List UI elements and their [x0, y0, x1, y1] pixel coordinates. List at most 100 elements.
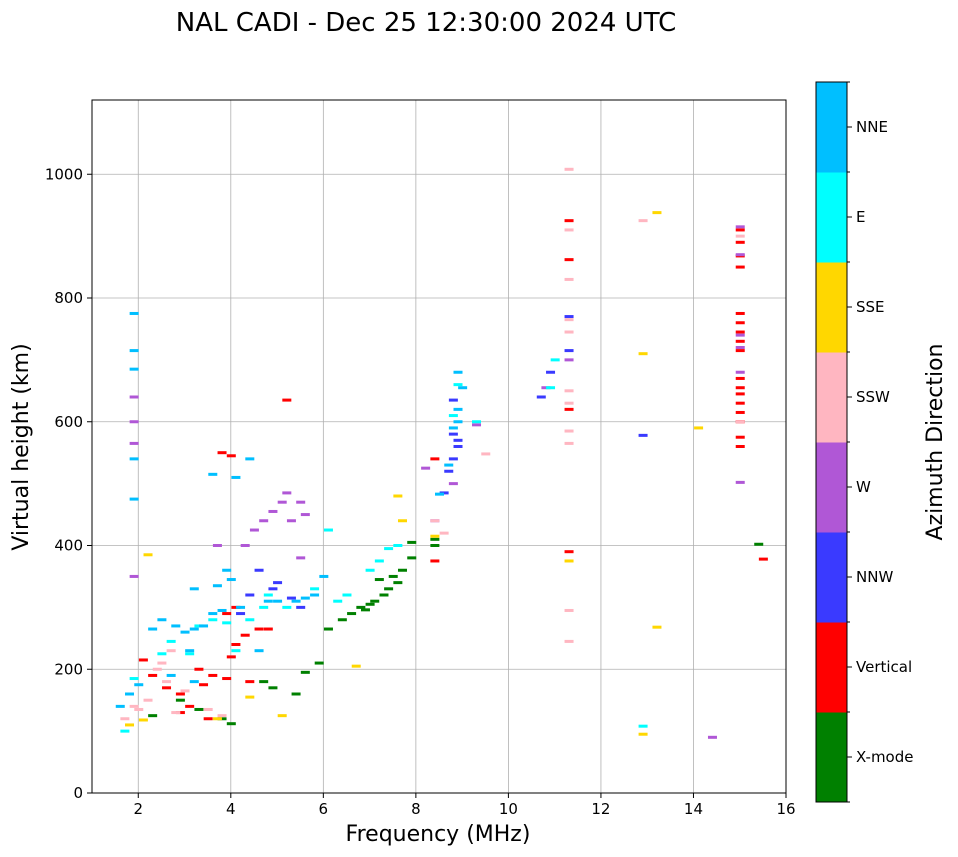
echo-point-nne	[115, 704, 125, 708]
echo-point-nne	[208, 612, 218, 616]
echo-point-w	[421, 466, 431, 470]
echo-point-ssw	[430, 519, 440, 523]
echo-point-e	[129, 677, 139, 681]
echo-point-nne	[226, 578, 236, 582]
echo-point-e	[323, 528, 333, 532]
echo-point-e	[231, 649, 241, 653]
echo-point-ssw	[564, 401, 574, 405]
echo-point-nnw	[254, 568, 264, 572]
echo-point-w	[735, 370, 745, 374]
echo-point-vertical	[735, 386, 745, 390]
echo-point-x-mode	[370, 599, 380, 603]
echo-point-e	[374, 559, 384, 563]
echo-point-vertical	[138, 658, 148, 662]
echo-point-vertical	[282, 398, 292, 402]
colorbar-tick-label: NNW	[856, 568, 893, 586]
colorbar-segment-x-mode	[816, 712, 847, 803]
y-ticks: 0 200 400 600 800 1000	[45, 165, 92, 802]
echo-point-nnw	[296, 605, 306, 609]
echo-point-ssw	[564, 389, 574, 393]
echo-point-nnw	[536, 395, 546, 399]
echo-point-nnw	[268, 587, 278, 591]
echo-point-x-mode	[430, 537, 440, 541]
echo-point-nne	[254, 649, 264, 653]
echo-point-x-mode	[360, 608, 370, 612]
echo-point-w	[129, 441, 139, 445]
echo-point-vertical	[564, 219, 574, 223]
echo-point-x-mode	[393, 581, 403, 585]
echo-point-vertical	[735, 435, 745, 439]
echo-point-e	[166, 639, 176, 643]
echo-point-nnw	[453, 438, 463, 442]
echo-point-x-mode	[365, 602, 375, 606]
x-tick-label: 6	[319, 800, 329, 818]
echo-point-e	[333, 599, 343, 603]
echo-point-e	[546, 386, 556, 390]
echo-point-w	[129, 420, 139, 424]
echo-point-nne	[189, 627, 199, 631]
echo-point-w	[300, 513, 310, 517]
colorbar-tick-label: E	[856, 208, 865, 226]
echo-point-nne	[129, 311, 139, 315]
echo-point-nne	[129, 349, 139, 353]
colorbar-segment-nne	[816, 82, 847, 173]
echo-point-e	[194, 624, 204, 628]
echo-point-x-mode	[347, 612, 357, 616]
echo-point-ssw	[203, 707, 213, 711]
echo-point-sse	[393, 494, 403, 498]
colorbar-segment-ssw	[816, 352, 847, 443]
echo-point-x-mode	[388, 574, 398, 578]
echo-point-x-mode	[268, 686, 278, 690]
echo-point-sse	[212, 717, 222, 721]
echo-point-vertical	[735, 321, 745, 325]
echo-point-e	[259, 605, 269, 609]
echo-point-vertical	[175, 692, 185, 696]
echo-point-vertical	[735, 445, 745, 448]
echo-point-nnw	[245, 593, 255, 597]
colorbar-segment-w	[816, 442, 847, 533]
echo-point-vertical	[217, 451, 227, 455]
x-tick-label: 4	[226, 800, 236, 818]
echo-point-sse	[638, 732, 648, 736]
echo-point-ssw	[143, 698, 153, 702]
echo-point-ssw	[162, 680, 172, 684]
echo-point-vertical	[240, 633, 250, 637]
echo-point-sse	[694, 426, 704, 430]
echo-point-x-mode	[356, 605, 366, 609]
echo-point-e	[365, 568, 375, 572]
colorbar-tick-label: SSE	[856, 298, 885, 316]
echo-point-ssw	[481, 452, 491, 456]
echo-point-nne	[453, 407, 463, 411]
echo-point-x-mode	[226, 722, 236, 726]
y-tick-label: 400	[54, 537, 83, 555]
echo-point-x-mode	[379, 593, 389, 597]
echo-point-x-mode	[754, 542, 764, 546]
echo-point-e	[208, 618, 218, 622]
echo-point-nne	[199, 624, 209, 628]
echo-point-e	[550, 358, 560, 362]
echo-point-ssw	[439, 531, 449, 535]
echo-point-ssw	[217, 714, 227, 718]
gridlines	[92, 100, 787, 794]
colorbar-segment-e	[816, 172, 847, 263]
echo-point-x-mode	[384, 587, 394, 591]
echo-point-nne	[453, 420, 463, 424]
x-tick-label: 2	[133, 800, 143, 818]
echo-point-vertical	[735, 410, 745, 414]
echo-point-w	[268, 509, 278, 513]
colorbar-tick-label: X-mode	[856, 748, 913, 766]
echo-point-vertical	[226, 655, 236, 659]
echo-point-vertical	[231, 643, 241, 646]
echo-point-x-mode	[374, 578, 384, 582]
echo-point-sse	[652, 211, 662, 215]
echo-point-ssw	[564, 228, 574, 232]
echo-point-sse	[277, 714, 287, 718]
x-tick-label: 8	[411, 800, 421, 818]
echo-point-e	[310, 587, 320, 591]
echo-point-sse	[351, 664, 361, 668]
echo-point-nnw	[564, 349, 574, 353]
echo-point-w	[564, 358, 574, 362]
echo-point-e	[263, 593, 273, 597]
echo-point-sse	[138, 718, 148, 722]
